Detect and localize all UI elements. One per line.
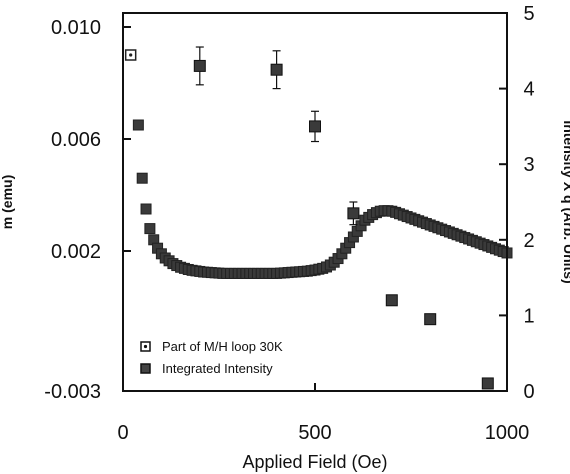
y-axis-right-title: Intensity X q (Arb. Units) [561,120,570,283]
y-axis-right: 0 1 2 3 4 5 [499,3,535,403]
plot-area [124,46,513,390]
legend-label-intensity: Integrated Intensity [162,361,273,376]
intensity-point [385,294,398,307]
legend-item-intensity: Integrated Intensity [140,361,273,376]
legend-item-mh-loop: Part of M/H loop 30K [140,339,283,354]
x-tick-label: 1000 [485,422,530,444]
y-left-tick-label: -0.003 [44,381,101,403]
y-left-tick-label: 0.010 [51,17,101,39]
legend-marker-dot [143,344,148,349]
y-axis-left-title: m (emu) [0,175,15,229]
intensity-point [309,120,321,133]
y-axis-left: 0.010 0.006 0.002 -0.003 [44,17,131,403]
x-axis-title: Applied Field (Oe) [242,452,387,472]
mh-loop-point [140,203,152,215]
y-left-tick-label: 0.006 [51,129,101,151]
legend: Part of M/H loop 30K Integrated Intensit… [140,339,283,376]
y-left-tick-label: 0.002 [51,241,101,263]
legend-label-mh-loop: Part of M/H loop 30K [162,339,283,354]
mh-loop-point [132,119,144,131]
y-right-tick-label: 4 [523,79,534,101]
intensity-point [347,207,360,220]
legend-marker-intensity [140,363,151,374]
intensity-point [193,59,206,72]
mh-loop-point [136,172,148,184]
y-right-tick-label: 3 [523,154,534,176]
intensity-point [481,377,494,390]
x-axis: 0 500 1000 [117,383,529,444]
x-tick-label: 500 [298,422,331,444]
mh-loop-point [144,223,156,235]
y-right-tick-label: 2 [523,230,534,252]
plot-frame [122,12,508,392]
y-right-tick-label: 0 [523,381,534,403]
y-right-tick-label: 1 [523,305,534,327]
mh-loop-point-dot [129,53,133,57]
y-right-tick-label: 5 [523,3,534,25]
intensity-point [424,313,437,326]
intensity-point [270,63,283,76]
x-tick-label: 0 [117,422,128,444]
